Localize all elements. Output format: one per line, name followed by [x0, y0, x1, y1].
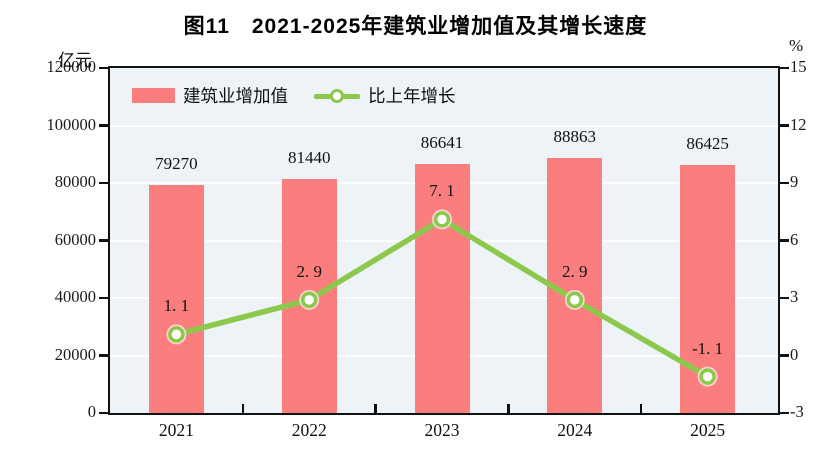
right-axis-tick-label: 0 — [790, 344, 799, 364]
growth-value-label: 1. 1 — [163, 296, 190, 316]
x-axis-tickmark — [507, 404, 510, 413]
right-axis-tickmark — [780, 239, 789, 242]
growth-value-label: 2. 9 — [562, 261, 588, 281]
x-axis-year-label: 2025 — [690, 420, 726, 440]
x-axis-tickmark — [241, 404, 245, 413]
left-axis-tick-label: 40000 — [54, 287, 96, 306]
right-axis-unit-label: % — [789, 36, 804, 55]
bar-2024 — [547, 157, 603, 413]
line-series-marker-icon — [314, 88, 360, 103]
bar-value-label: 86425 — [686, 133, 729, 153]
right-axis-tickmark — [780, 296, 789, 300]
left-axis-tickmark — [99, 66, 108, 70]
data-point-marker — [168, 326, 185, 343]
bar-value-label: 79270 — [155, 154, 198, 174]
x-axis-year-label: 2024 — [557, 420, 593, 440]
right-axis-tick-label: 3 — [790, 287, 799, 306]
left-axis-tick-label: 0 — [87, 402, 96, 421]
left-axis-tick-label: 100000 — [46, 114, 97, 134]
left-axis-tick-label: 20000 — [54, 344, 96, 364]
gridline — [110, 124, 778, 127]
left-axis-tickmark — [99, 296, 108, 300]
right-axis-tick-label: 6 — [790, 229, 799, 249]
right-axis-tick-label: 9 — [790, 172, 799, 191]
left-axis-tick-label: 80000 — [54, 172, 96, 191]
data-point-marker — [699, 368, 716, 385]
chart-legend: 建筑业增加值 比上年增长 — [132, 83, 456, 108]
left-axis-tickmark — [99, 354, 108, 357]
left-axis-tick-label: 60000 — [54, 229, 96, 249]
plot-area: 建筑业增加值 比上年增长 79270 81440 86641 88863 86425 1.… — [108, 66, 780, 415]
growth-line — [173, 216, 711, 380]
x-axis-year-label: 2023 — [424, 420, 460, 440]
left-axis-tickmark — [99, 411, 108, 415]
growth-value-label: 2. 9 — [296, 261, 322, 281]
left-axis-unit-label: 亿元 — [58, 51, 92, 70]
bar-value-label: 81440 — [287, 147, 331, 167]
right-axis-tickmark — [780, 354, 789, 357]
left-axis-tickmark — [99, 181, 108, 185]
bar-value-label: 86641 — [420, 132, 464, 152]
line-series-legend-label: 比上年增长 — [368, 86, 456, 106]
right-axis-tickmark — [780, 181, 789, 185]
bar-2021 — [148, 185, 204, 413]
left-axis-tick-label: 120000 — [46, 57, 97, 76]
growth-line-layer — [166, 209, 718, 387]
right-axis-tick-label: 15 — [790, 57, 807, 76]
chart-title: 图11 2021-2025年建筑业增加值及其增长速度 — [183, 15, 648, 38]
bar-series-swatch-icon — [132, 88, 175, 103]
right-axis-tickmark — [780, 411, 789, 415]
right-axis-tick-label: -3 — [790, 402, 804, 421]
left-axis-tickmark — [99, 239, 108, 242]
left-axis-tickmark — [99, 124, 108, 127]
growth-value-label: 7. 1 — [429, 181, 455, 201]
x-axis-tickmark — [639, 404, 643, 413]
x-axis-tickmark — [374, 404, 377, 413]
growth-value-label: -1. 1 — [692, 338, 724, 358]
data-point-marker — [566, 291, 584, 309]
right-axis-tickmark — [780, 124, 789, 127]
right-axis-tickmark — [780, 66, 789, 70]
x-axis-year-label: 2022 — [291, 420, 327, 440]
x-axis-year-label: 2021 — [158, 420, 194, 440]
data-point-marker — [433, 211, 451, 228]
bar-value-label: 88863 — [553, 126, 597, 146]
bar-series-legend-label: 建筑业增加值 — [183, 86, 288, 106]
bar-2023 — [414, 163, 470, 413]
data-point-marker — [300, 291, 318, 309]
right-axis-tick-label: 12 — [790, 114, 807, 134]
